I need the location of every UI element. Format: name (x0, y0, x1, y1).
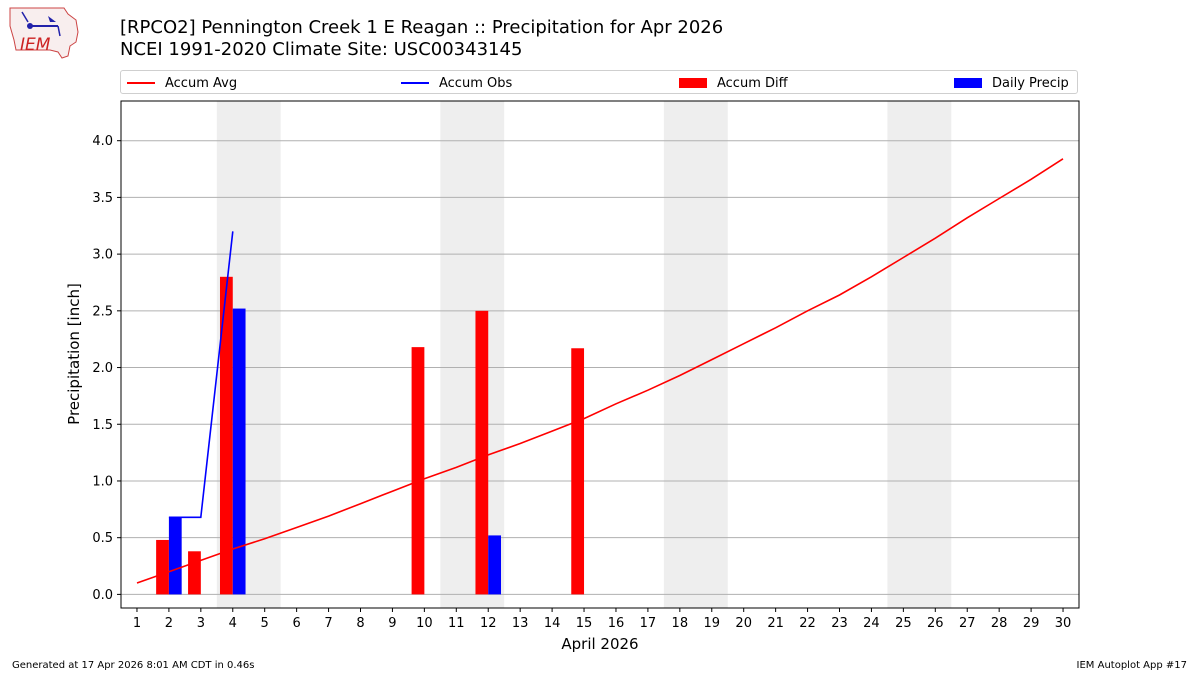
legend-label: Accum Diff (717, 75, 788, 91)
plot-frame (120, 100, 1080, 609)
x-tick-label: 29 (1023, 616, 1040, 631)
y-tick-label: 0.0 (92, 588, 113, 603)
weekend-band (440, 101, 505, 608)
chart-subtitle: NCEI 1991-2020 Climate Site: USC00343145 (120, 39, 523, 60)
legend-item-accum-diff: Accum Diff (679, 74, 788, 92)
legend-label: Accum Avg (165, 75, 238, 91)
x-tick-label: 21 (767, 616, 784, 631)
x-tick-label: 6 (292, 616, 300, 631)
y-tick-label: 1.5 (92, 418, 113, 433)
y-tick-label: 0.5 (92, 531, 113, 546)
accum-diff-bar (188, 551, 201, 595)
legend-swatch (401, 82, 429, 84)
x-tick-label: 11 (448, 616, 465, 631)
x-tick-label: 14 (544, 616, 561, 631)
x-tick-label: 12 (480, 616, 497, 631)
legend-label: Accum Obs (439, 75, 513, 91)
x-tick-label: 1 (133, 616, 141, 631)
accum-diff-bar (475, 310, 489, 595)
y-tick-label: 3.5 (92, 191, 113, 206)
y-tick-label: 2.5 (92, 304, 113, 319)
x-tick-label: 19 (703, 616, 720, 631)
weekend-band (663, 101, 728, 608)
x-tick-label: 23 (831, 616, 848, 631)
x-tick-label: 25 (895, 616, 912, 631)
app-credit: IEM Autoplot App #17 (1076, 660, 1187, 671)
x-tick-label: 8 (356, 616, 364, 631)
daily-precip-bar (168, 517, 182, 595)
x-tick-label: 28 (991, 616, 1008, 631)
x-tick-label: 16 (608, 616, 625, 631)
daily-precip-bar (232, 308, 246, 595)
legend-item-accum-avg: Accum Avg (127, 74, 237, 92)
chart-title: [RPCO2] Pennington Creek 1 E Reagan :: P… (120, 17, 724, 38)
x-tick-label: 22 (799, 616, 816, 631)
x-tick-label: 7 (324, 616, 332, 631)
x-tick-label: 18 (672, 616, 689, 631)
iem-logo: IEM (9, 7, 79, 59)
accum-diff-bar (571, 348, 585, 595)
x-tick-label: 10 (416, 616, 433, 631)
y-axis-label: Precipitation [inch] (65, 283, 83, 425)
accum-diff-bar (411, 347, 425, 595)
x-tick-label: 15 (576, 616, 593, 631)
y-tick-label: 1.0 (92, 474, 113, 489)
x-tick-label: 13 (512, 616, 529, 631)
accum-obs-line (168, 231, 234, 519)
legend: Accum Avg Accum Obs Accum Diff Daily Pre… (120, 70, 1078, 94)
x-tick-label: 30 (1055, 616, 1072, 631)
y-tick-label: 3.0 (92, 248, 113, 263)
legend-swatch (954, 78, 982, 88)
accum-avg-line (136, 158, 1064, 584)
legend-label: Daily Precip (992, 75, 1069, 91)
x-tick-label: 3 (197, 616, 205, 631)
x-tick-label: 5 (261, 616, 269, 631)
accum-diff-bar (219, 276, 233, 595)
legend-item-daily-precip: Daily Precip (954, 74, 1069, 92)
legend-item-accum-obs: Accum Obs (401, 74, 512, 92)
x-tick-label: 26 (927, 616, 944, 631)
x-tick-label: 24 (863, 616, 880, 631)
x-tick-label: 17 (640, 616, 657, 631)
y-tick-label: 4.0 (92, 134, 113, 149)
x-tick-label: 4 (229, 616, 237, 631)
daily-precip-bar (488, 535, 502, 595)
accum-diff-bar (156, 539, 169, 595)
x-tick-label: 20 (735, 616, 752, 631)
y-tick-label: 2.0 (92, 361, 113, 376)
x-tick-label: 9 (388, 616, 396, 631)
weekend-band (887, 101, 952, 608)
x-tick-label: 27 (959, 616, 976, 631)
x-tick-label: 2 (165, 616, 173, 631)
generated-timestamp: Generated at 17 Apr 2026 8:01 AM CDT in … (12, 660, 255, 671)
legend-swatch (679, 78, 707, 88)
x-axis-label: April 2026 (561, 635, 638, 653)
logo-text: IEM (20, 35, 51, 55)
legend-swatch (127, 82, 155, 84)
